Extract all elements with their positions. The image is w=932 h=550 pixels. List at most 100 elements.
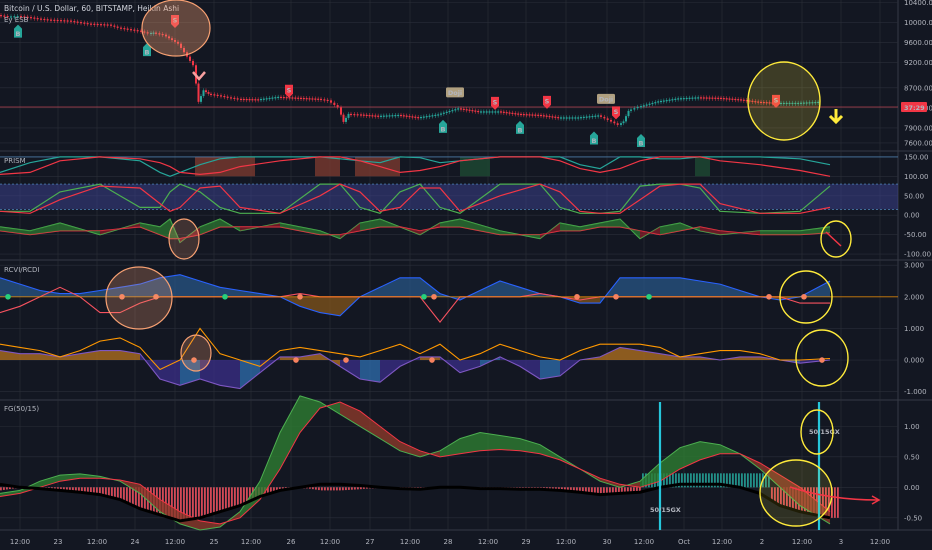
candle-body: [362, 114, 365, 116]
candle-body: [288, 97, 291, 99]
candle-body: [260, 98, 262, 101]
fg-panel[interactable]: 50/15GX 50/15GX: [0, 395, 840, 531]
candle-body: [600, 115, 602, 117]
fg-histogram-bar: [201, 487, 203, 518]
rcvi-sell-dot: [343, 357, 349, 363]
candle-body: [388, 115, 391, 117]
y-tick-label: 3.000: [904, 262, 924, 270]
candle-body: [722, 98, 725, 100]
candle-body: [257, 99, 260, 101]
fg-band-fill: [140, 484, 160, 512]
prism-fill: [280, 223, 320, 235]
time-tick-label: 28: [444, 538, 453, 546]
candle-body: [491, 111, 494, 113]
candle-body: [627, 110, 630, 117]
candle-body: [133, 29, 136, 31]
candle-body: [103, 24, 106, 26]
fg-histogram-bar: [729, 473, 731, 488]
fg-histogram-bar: [735, 473, 737, 488]
y-tick-label: 7900.00: [904, 124, 932, 132]
rcvi-sell-dot: [613, 293, 619, 300]
fg-histogram-bar: [756, 473, 758, 488]
candle-body: [294, 97, 297, 99]
candle-body: [742, 99, 745, 101]
rcdi-area: [680, 356, 700, 361]
rcvi-area: [620, 277, 640, 297]
fg-series-green: [0, 395, 831, 531]
candle-body: [814, 101, 817, 104]
fg-histogram-bar: [573, 487, 575, 492]
candle-body: [40, 18, 42, 20]
candle-body: [620, 123, 622, 125]
rcdi-area: [740, 356, 760, 361]
candle-body: [480, 111, 482, 113]
candle-body: [591, 115, 594, 118]
candle-body: [350, 113, 352, 116]
prism-panel[interactable]: [0, 156, 898, 244]
fg-histogram-bar: [306, 487, 308, 489]
candle-body: [768, 102, 771, 104]
rcvi-area: [720, 284, 740, 297]
rcvi-sell-dot: [119, 293, 125, 300]
highlight-circle: [820, 220, 852, 258]
fg-histogram-bar: [96, 487, 98, 495]
rcvi-sell-dot: [766, 293, 772, 300]
candle-body: [734, 98, 737, 101]
rcvi-area: [380, 277, 400, 297]
candle-body: [606, 118, 609, 120]
candle-body: [394, 115, 397, 117]
candle-body: [548, 115, 551, 118]
fg-band-fill: [380, 426, 400, 451]
fg-band-fill: [340, 402, 360, 427]
candle-body: [233, 97, 236, 100]
rcdi-area: [220, 360, 240, 389]
candle-body: [482, 111, 485, 113]
highlight-circle: [105, 266, 173, 330]
fg-band-fill: [520, 438, 540, 454]
highlight-circle: [747, 61, 821, 141]
rcdi-area: [540, 360, 560, 380]
fg-histogram-bar: [321, 487, 323, 491]
rcvi-area: [400, 277, 420, 297]
candle-body: [610, 119, 612, 122]
rcvi-panel[interactable]: [0, 274, 898, 390]
prism-fill: [60, 223, 100, 235]
candle-body: [645, 104, 648, 106]
buy-signal-label: B: [516, 120, 524, 134]
rcdi-area: [180, 360, 200, 386]
y-tick-label: 10000.00: [904, 19, 932, 27]
fg-histogram-bar: [669, 473, 671, 488]
candle-body: [474, 110, 477, 112]
fg-histogram-bar: [630, 487, 632, 493]
fg-band-fill: [600, 478, 620, 488]
fg-histogram-bar: [822, 487, 824, 517]
candle-body: [6, 16, 9, 18]
candle-body: [454, 109, 457, 111]
fg-histogram-bar: [720, 473, 722, 488]
fg-histogram-bar: [339, 487, 341, 491]
prism-fill: [660, 223, 680, 235]
fg-histogram-bar: [309, 487, 311, 489]
fg-histogram-bar: [222, 487, 224, 512]
signal-text: S: [493, 98, 498, 106]
fg-band-fill: [260, 432, 280, 500]
candle-body: [754, 101, 757, 103]
signal-text: B: [518, 126, 523, 134]
candle-body: [485, 111, 488, 113]
prism-fill: [160, 219, 170, 239]
time-tick-label: 25: [210, 538, 219, 546]
fg-histogram-bar: [354, 487, 356, 490]
fg-histogram-bar: [231, 487, 233, 509]
candle-body: [582, 116, 585, 119]
fg-histogram-bar: [678, 473, 680, 488]
candle-body: [545, 115, 548, 117]
fg-histogram-bar: [210, 487, 212, 515]
y-tick-label: 150.00: [904, 153, 929, 161]
fg-histogram-bar: [357, 487, 359, 490]
candle-body: [100, 24, 102, 26]
candle-body: [113, 25, 116, 27]
candle-body: [471, 110, 474, 112]
candle-body: [785, 102, 788, 105]
price-panel[interactable]: BBBBBBSSSSSSDojiDoji: [0, 13, 898, 147]
